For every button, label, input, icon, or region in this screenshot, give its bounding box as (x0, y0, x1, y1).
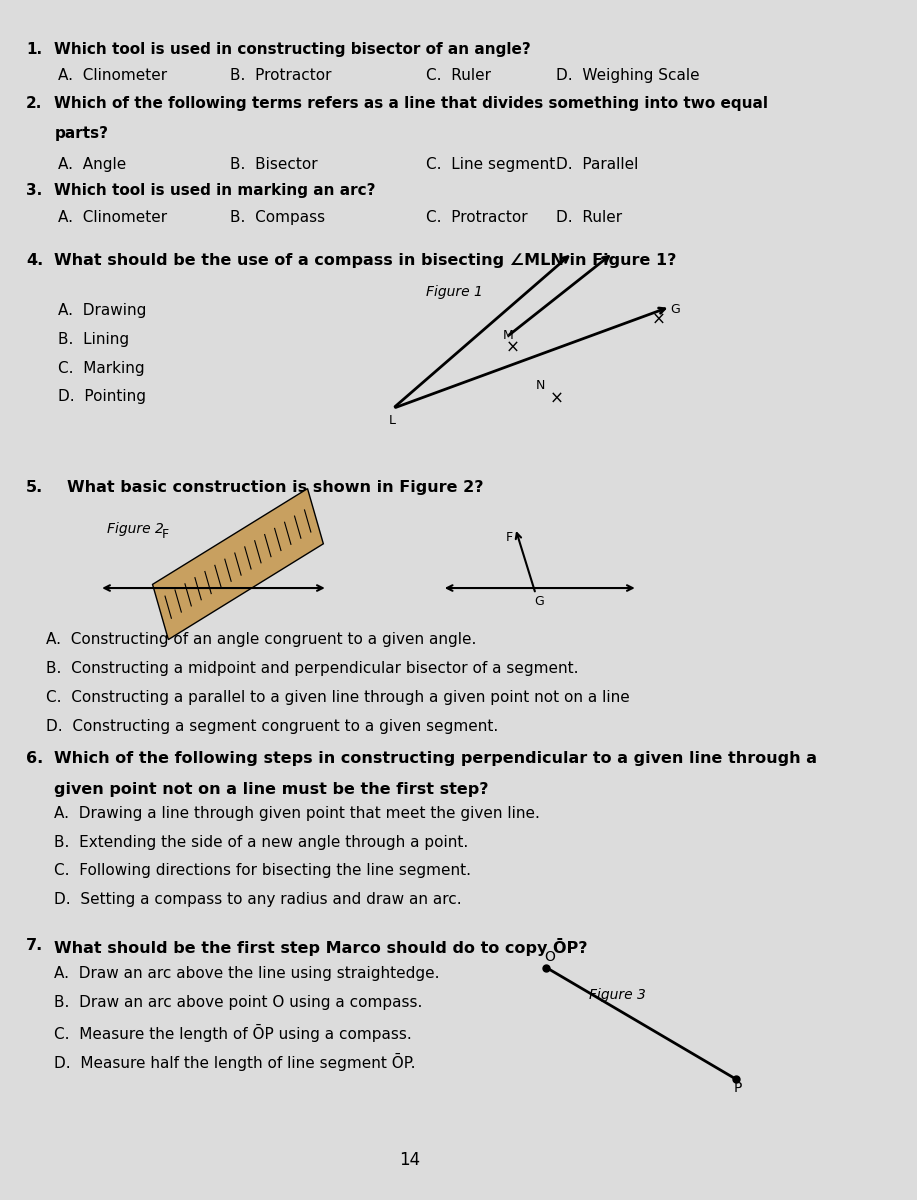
Text: Which of the following terms refers as a line that divides something into two eq: Which of the following terms refers as a… (54, 96, 768, 110)
Text: L: L (389, 414, 396, 427)
Text: parts?: parts? (54, 126, 108, 140)
Text: Figure 1: Figure 1 (425, 286, 482, 299)
Text: B.  Lining: B. Lining (59, 332, 129, 347)
Text: ×: × (651, 311, 666, 329)
Text: ×: × (549, 389, 563, 407)
Text: C.  Line segment: C. Line segment (425, 157, 555, 172)
Text: C.  Marking: C. Marking (59, 360, 145, 376)
Text: Figure 2: Figure 2 (107, 522, 164, 536)
Text: 4.: 4. (26, 253, 43, 268)
Text: C.  Constructing a parallel to a given line through a given point not on a line: C. Constructing a parallel to a given li… (46, 690, 630, 704)
Text: given point not on a line must be the first step?: given point not on a line must be the fi… (54, 782, 489, 797)
Text: F: F (505, 530, 513, 544)
Text: A.  Draw an arc above the line using straightedge.: A. Draw an arc above the line using stra… (54, 966, 440, 982)
Text: A.  Drawing: A. Drawing (59, 304, 147, 318)
Text: D.  Constructing a segment congruent to a given segment.: D. Constructing a segment congruent to a… (46, 719, 499, 733)
Text: 5.: 5. (26, 480, 43, 496)
Text: What should be the use of a compass in bisecting ∠MLN in Figure 1?: What should be the use of a compass in b… (54, 253, 677, 268)
Text: M: M (503, 330, 514, 342)
Text: ×: × (505, 340, 519, 358)
Text: B.  Extending the side of a new angle through a point.: B. Extending the side of a new angle thr… (54, 835, 469, 850)
Polygon shape (152, 488, 324, 640)
Text: D.  Setting a compass to any radius and draw an arc.: D. Setting a compass to any radius and d… (54, 892, 462, 907)
Text: B.  Constructing a midpoint and perpendicular bisector of a segment.: B. Constructing a midpoint and perpendic… (46, 661, 579, 676)
Text: Which tool is used in constructing bisector of an angle?: Which tool is used in constructing bisec… (54, 42, 531, 58)
Text: A.  Clinometer: A. Clinometer (59, 68, 168, 84)
Text: Which tool is used in marking an arc?: Which tool is used in marking an arc? (54, 184, 376, 198)
Text: N: N (536, 378, 545, 391)
Text: D.  Pointing: D. Pointing (59, 389, 147, 404)
Text: 3.: 3. (26, 184, 42, 198)
Text: A.  Angle: A. Angle (59, 157, 127, 172)
Text: O: O (544, 950, 555, 964)
Text: B.  Bisector: B. Bisector (230, 157, 317, 172)
Text: D.  Measure half the length of line segment ŌP.: D. Measure half the length of line segme… (54, 1052, 416, 1070)
Text: 6.: 6. (26, 751, 43, 766)
Text: A.  Constructing of an angle congruent to a given angle.: A. Constructing of an angle congruent to… (46, 632, 477, 647)
Text: Which of the following steps in constructing perpendicular to a given line throu: Which of the following steps in construc… (54, 751, 817, 766)
Text: D.  Parallel: D. Parallel (556, 157, 638, 172)
Text: What should be the first step Marco should do to copy ŌP?: What should be the first step Marco shou… (54, 937, 588, 955)
Text: F: F (161, 528, 169, 541)
Text: What basic construction is shown in Figure 2?: What basic construction is shown in Figu… (67, 480, 483, 496)
Text: P: P (734, 1081, 742, 1096)
Text: G: G (534, 595, 544, 608)
Text: 1.: 1. (26, 42, 42, 58)
Text: D.  Ruler: D. Ruler (556, 210, 623, 224)
Text: A.  Drawing a line through given point that meet the given line.: A. Drawing a line through given point th… (54, 806, 540, 821)
Text: C.  Following directions for bisecting the line segment.: C. Following directions for bisecting th… (54, 863, 471, 878)
Text: C.  Protractor: C. Protractor (425, 210, 527, 224)
Text: B.  Draw an arc above point O using a compass.: B. Draw an arc above point O using a com… (54, 995, 423, 1010)
Text: G: G (670, 304, 680, 316)
Text: A.  Clinometer: A. Clinometer (59, 210, 168, 224)
Text: B.  Protractor: B. Protractor (230, 68, 331, 84)
Text: Figure 3: Figure 3 (589, 988, 646, 1002)
Text: C.  Ruler: C. Ruler (425, 68, 491, 84)
Text: 2.: 2. (26, 96, 42, 110)
Text: D.  Weighing Scale: D. Weighing Scale (556, 68, 700, 84)
Text: 14: 14 (399, 1151, 420, 1169)
Text: C.  Measure the length of ŌP using a compass.: C. Measure the length of ŌP using a comp… (54, 1024, 412, 1042)
Text: B.  Compass: B. Compass (230, 210, 325, 224)
Text: 7.: 7. (26, 937, 43, 953)
